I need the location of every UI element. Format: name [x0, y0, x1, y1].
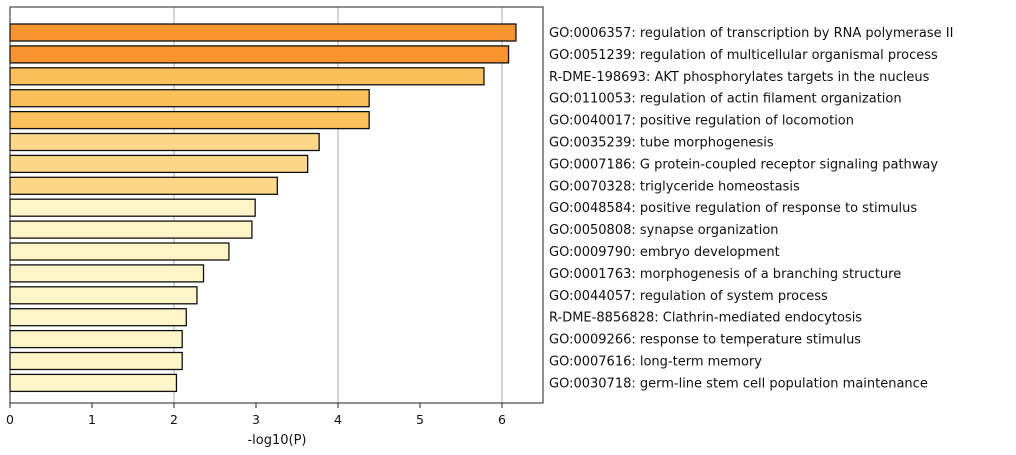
- category-label: GO:0006357: regulation of transcription …: [549, 26, 953, 41]
- x-tick-label: 1: [88, 412, 96, 427]
- bar: [9, 329, 183, 349]
- plot-frame: [9, 6, 544, 404]
- category-label: GO:0007616: long-term memory: [549, 355, 762, 370]
- x-tick-label: 0: [6, 412, 14, 427]
- category-label: GO:0051239: regulation of multicellular …: [549, 48, 938, 63]
- x-tick-label: 6: [498, 412, 506, 427]
- category-label: GO:0009266: response to temperature stim…: [549, 333, 861, 348]
- bar: [9, 45, 510, 64]
- category-label: GO:0070328: triglyceride homeostasis: [549, 179, 800, 194]
- category-label: R-DME-198693: AKT phosphorylates targets…: [549, 70, 930, 85]
- bar: [9, 286, 198, 305]
- x-tick-label: 3: [252, 412, 260, 427]
- bar: [9, 198, 256, 217]
- category-labels: GO:0006357: regulation of transcription …: [549, 26, 953, 391]
- category-label: GO:0009790: embryo development: [549, 245, 780, 260]
- x-tick-label: 2: [170, 412, 178, 427]
- bar: [9, 264, 205, 283]
- category-label: GO:0030718: germ-line stem cell populati…: [549, 376, 928, 391]
- bar: [9, 308, 187, 327]
- bar: [9, 154, 309, 174]
- bar: [9, 23, 517, 42]
- x-axis: 0 1 2 3 4 5 6: [6, 403, 506, 427]
- bars: [9, 23, 517, 393]
- bar: [9, 220, 253, 239]
- category-label: GO:0044057: regulation of system process: [549, 289, 828, 304]
- category-label: GO:0035239: tube morphogenesis: [549, 136, 774, 151]
- category-label: R-DME-8856828: Clathrin-mediated endocyt…: [549, 311, 862, 326]
- bar: [9, 67, 485, 86]
- x-tick-label: 4: [334, 412, 342, 427]
- bar: [9, 351, 183, 371]
- category-label: GO:0110053: regulation of actin filament…: [549, 92, 902, 107]
- bar: [9, 242, 230, 261]
- bar: [9, 110, 370, 130]
- bar: [9, 176, 278, 195]
- x-tick-label: 5: [416, 412, 424, 427]
- bar: [9, 373, 178, 393]
- category-label: GO:0007186: G protein-coupled receptor s…: [549, 157, 938, 172]
- bar: [9, 132, 320, 152]
- bar: [9, 89, 370, 108]
- category-label: GO:0048584: positive regulation of respo…: [549, 201, 917, 216]
- x-axis-title: -log10(P): [247, 433, 306, 448]
- category-label: GO:0040017: positive regulation of locom…: [549, 114, 854, 129]
- category-label: GO:0050808: synapse organization: [549, 223, 779, 238]
- category-label: GO:0001763: morphogenesis of a branching…: [549, 267, 901, 282]
